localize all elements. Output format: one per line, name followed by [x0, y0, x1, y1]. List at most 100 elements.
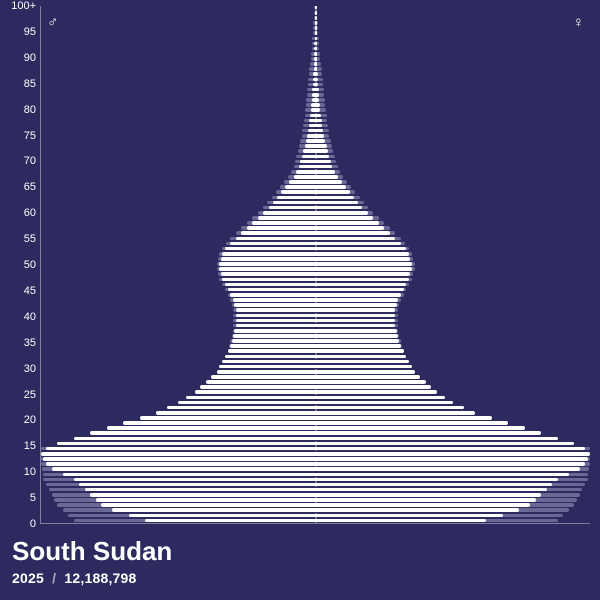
- male-bar: [222, 278, 316, 282]
- female-bar: [316, 180, 342, 184]
- male-bar: [74, 478, 316, 482]
- female-bar: [316, 473, 569, 477]
- y-axis-tick: 40: [0, 311, 36, 323]
- male-bar: [90, 493, 316, 497]
- y-axis-tick: 100+: [0, 0, 36, 12]
- male-bar: [41, 452, 316, 456]
- male-bar: [236, 314, 316, 318]
- y-axis-tick: 55: [0, 233, 36, 245]
- y-axis-tick: 80: [0, 104, 36, 116]
- male-bar: [46, 447, 316, 451]
- female-bar: [316, 190, 350, 194]
- female-bar: [316, 406, 465, 410]
- male-bar: [233, 334, 316, 338]
- male-bar: [289, 180, 315, 184]
- male-bar: [300, 160, 315, 164]
- female-bar: [316, 375, 421, 379]
- y-axis-tick: 65: [0, 181, 36, 193]
- female-bar: [316, 170, 335, 174]
- male-bar: [230, 293, 315, 297]
- female-bar: [316, 252, 410, 256]
- female-bar: [316, 272, 411, 276]
- male-bar: [107, 426, 316, 430]
- country-subline: 2025 / 12,188,798: [12, 570, 172, 586]
- female-bar: [316, 201, 359, 205]
- male-bar: [123, 421, 316, 425]
- female-bar: [316, 278, 410, 282]
- female-bar: [316, 365, 412, 369]
- male-bar: [221, 257, 316, 261]
- male-bar: [228, 288, 316, 292]
- female-bar: [316, 139, 326, 143]
- female-bar: [316, 155, 330, 159]
- male-bar: [200, 385, 316, 389]
- female-bar: [316, 457, 588, 461]
- female-bar: [316, 324, 396, 328]
- female-bar: [316, 185, 346, 189]
- female-bar: [316, 442, 575, 446]
- male-bar: [225, 247, 316, 251]
- female-symbol: ♀: [573, 14, 584, 31]
- male-bar: [178, 401, 316, 405]
- male-bar: [219, 365, 315, 369]
- female-bar: [316, 298, 399, 302]
- female-bar: [316, 421, 509, 425]
- male-bar: [296, 170, 315, 174]
- female-bar: [316, 401, 454, 405]
- y-axis-tick: 35: [0, 337, 36, 349]
- female-bar: [316, 478, 558, 482]
- female-bar: [316, 503, 531, 507]
- male-bar: [222, 360, 316, 364]
- female-bar: [316, 411, 476, 415]
- female-bar: [316, 390, 437, 394]
- male-bar: [247, 226, 316, 230]
- male-bar: [252, 221, 315, 225]
- male-bar: [222, 252, 316, 256]
- female-bar: [316, 396, 445, 400]
- female-bar: [316, 196, 355, 200]
- y-axis-tick: 5: [0, 492, 36, 504]
- female-bar: [316, 221, 379, 225]
- female-bar: [316, 129, 324, 133]
- male-bar: [221, 272, 316, 276]
- male-bar: [156, 411, 316, 415]
- female-bar: [316, 257, 411, 261]
- male-bar: [294, 175, 316, 179]
- male-bar: [228, 349, 316, 353]
- y-axis-tick: 85: [0, 78, 36, 90]
- male-bar: [52, 467, 316, 471]
- female-bar: [316, 283, 407, 287]
- male-symbol: ♂: [47, 14, 58, 31]
- female-bar: [316, 344, 401, 348]
- male-bar: [85, 488, 316, 492]
- female-bar: [316, 124, 323, 128]
- y-axis-tick: 15: [0, 440, 36, 452]
- female-bar: [316, 237, 396, 241]
- male-bar: [273, 201, 316, 205]
- male-bar: [234, 303, 315, 307]
- female-bar: [316, 416, 492, 420]
- male-bar: [232, 339, 316, 343]
- female-bar: [316, 242, 401, 246]
- female-bar: [316, 288, 404, 292]
- female-bar: [316, 334, 399, 338]
- female-bar: [316, 314, 396, 318]
- female-bar: [316, 165, 333, 169]
- male-bar: [225, 283, 316, 287]
- y-axis-tick: 70: [0, 155, 36, 167]
- male-bar: [63, 473, 316, 477]
- female-bar: [316, 175, 338, 179]
- female-bar: [316, 426, 525, 430]
- chart-footer: South Sudan 2025 / 12,188,798: [12, 537, 172, 586]
- male-bar: [219, 267, 315, 271]
- y-axis-tick: 75: [0, 130, 36, 142]
- population-pyramid-chart: ♂ ♀: [40, 6, 590, 524]
- female-bar: [316, 262, 412, 266]
- female-bar: [316, 431, 542, 435]
- population-label: 12,188,798: [64, 570, 136, 586]
- y-axis-tick: 0: [0, 518, 36, 530]
- female-bar: [316, 360, 410, 364]
- female-bar: [316, 452, 591, 456]
- male-bar: [225, 355, 316, 359]
- female-bar: [316, 498, 536, 502]
